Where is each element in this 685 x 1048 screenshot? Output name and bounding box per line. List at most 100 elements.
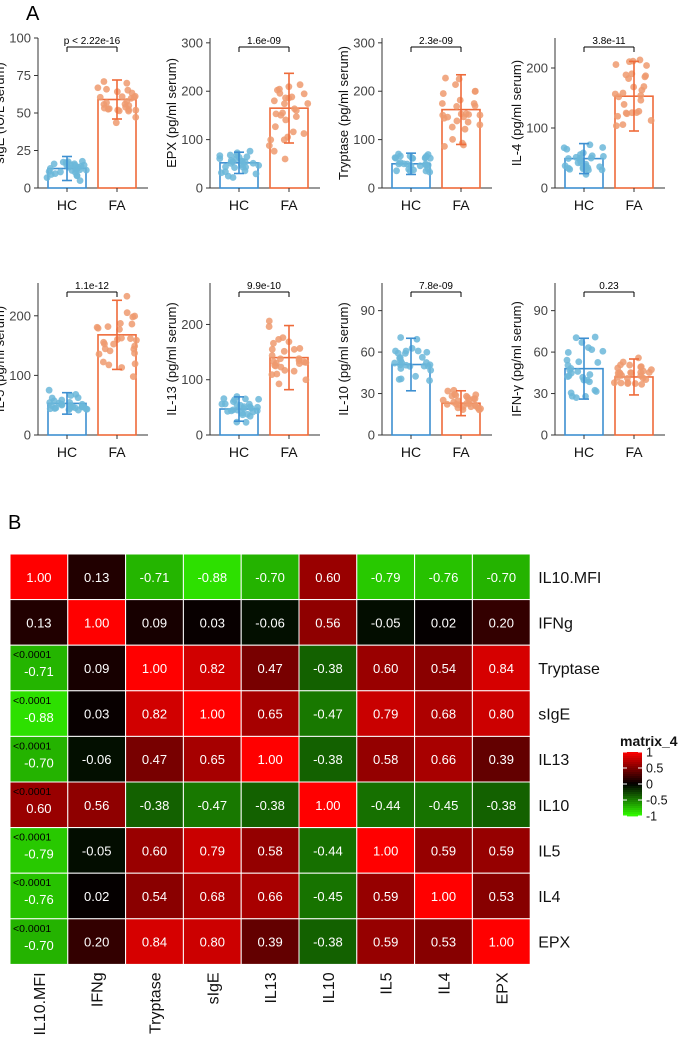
row-label: EPX [538,935,570,952]
data-point [123,79,131,87]
column-label: IL4 [437,972,454,994]
data-point [73,172,81,179]
data-point [566,366,574,374]
heatmap-cell [182,644,242,692]
data-point [465,396,473,404]
data-point [129,313,137,321]
data-point [296,345,304,352]
cell-value: -0.44 [313,843,343,858]
heatmap-cell [414,553,473,601]
data-point [439,396,447,404]
data-point [451,390,459,398]
heatmap-cell [67,599,127,646]
data-point [453,117,461,125]
data-point [71,404,79,412]
heatmap-cell [240,553,300,601]
data-point [476,121,484,129]
legend-gradient-step [623,780,642,783]
data-point [444,387,452,395]
heatmap-cell [356,872,416,920]
data-point [78,157,86,165]
column-label: EPX [494,972,511,1004]
data-point [396,354,404,362]
data-point [94,84,102,92]
data-point [57,168,64,176]
data-point [406,362,414,370]
legend-tick-label: -1 [646,810,657,824]
p-value-label: 2.3e-09 [419,36,453,47]
data-point [279,109,286,117]
cell-value: -0.88 [197,570,227,585]
x-tick-label: FA [625,197,643,213]
legend-gradient-step [623,766,642,769]
cell-value: -0.70 [486,570,516,585]
legend-gradient-step [623,756,642,759]
data-point [292,113,300,121]
data-point [422,160,429,168]
heatmap-cell [9,872,69,920]
data-point [216,155,224,163]
p-value-label: 9.9e-10 [247,281,281,292]
y-axis-title: IL-10 (pg/ml serum) [336,302,351,415]
cell-value: 0.80 [200,935,225,950]
data-point [474,404,482,412]
data-point [50,160,58,168]
data-point [271,123,279,131]
cell-value: 0.59 [431,843,456,858]
data-point [270,147,278,155]
data-point [265,323,273,330]
data-point [453,102,461,110]
cell-value: 0.03 [84,707,109,722]
data-point [611,379,618,387]
data-point [461,125,469,133]
data-point [221,168,229,176]
heatmap-cell [182,781,242,829]
heatmap-cell [414,918,473,965]
legend-gradient-step [623,768,642,771]
data-point [58,396,66,404]
data-point [397,334,405,341]
data-point [94,324,102,332]
cell-value: 0.13 [84,570,109,585]
cell-value: 0.66 [257,889,282,904]
legend-gradient-step [623,800,642,803]
data-point [282,116,290,124]
data-point [51,170,59,178]
cell-value: 1.00 [373,843,398,858]
data-point [224,407,231,415]
y-tick-label: 90 [361,303,375,318]
data-point [82,166,90,174]
legend-gradient-step [623,788,642,791]
y-tick-label: 0 [24,181,31,196]
legend-gradient-step [623,754,642,757]
heatmap-cell [240,599,300,646]
heatmap-cell [414,735,473,783]
heatmap-cell [414,644,473,692]
heatmap-cell [182,690,242,737]
heatmap-cell [9,827,69,874]
data-point [288,93,296,101]
cell-value: 0.53 [489,889,514,904]
data-point [123,97,131,105]
data-point [391,154,399,162]
cell-value: -0.76 [429,570,459,585]
data-point [410,166,417,174]
cell-value: -0.70 [24,938,54,953]
data-point [402,347,410,355]
y-tick-label: 0 [196,428,203,443]
bar-chart-1: 0 25 50 75 100 sIgE (IU/L serum) HC FA p < 2.22e… [0,31,148,213]
data-point [99,358,107,366]
data-point [421,154,429,162]
cell-value: -0.70 [255,570,285,585]
data-point [110,340,117,348]
data-point [564,349,572,356]
data-point [267,136,275,144]
x-tick-label: HC [57,444,77,460]
data-point [393,167,400,175]
cell-value: 1.00 [200,707,225,722]
cell-value: 0.82 [200,661,225,676]
row-label: IL5 [538,843,560,860]
cell-value: 0.59 [489,843,514,858]
data-point [579,165,587,173]
